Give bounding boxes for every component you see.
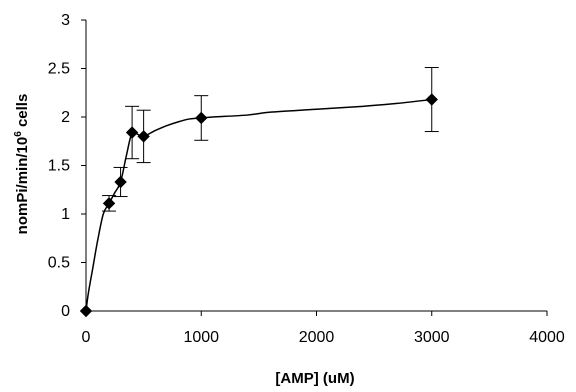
fit-curve-line bbox=[85, 98, 432, 312]
axes bbox=[85, 20, 547, 312]
y-axis-title-prefix: nomPi/min/10 bbox=[14, 137, 31, 235]
y-tick-label: 3 bbox=[61, 12, 70, 29]
fit-curve-group bbox=[85, 98, 432, 312]
data-point bbox=[195, 111, 208, 125]
y-tick-label: 2 bbox=[61, 109, 70, 126]
x-tick-label: 2000 bbox=[299, 329, 335, 346]
y-tick-label: 0.5 bbox=[48, 255, 70, 272]
data-markers bbox=[79, 93, 438, 318]
y-tick-label: 1.5 bbox=[48, 158, 70, 175]
x-tick-label: 0 bbox=[82, 329, 91, 346]
error-bars bbox=[102, 67, 439, 212]
y-tick-label: 2.5 bbox=[48, 61, 70, 78]
data-point bbox=[125, 126, 139, 139]
data-point bbox=[102, 197, 116, 210]
x-tick-label: 1000 bbox=[183, 329, 219, 346]
x-axis-title: [AMP] (uM) bbox=[275, 370, 354, 387]
x-tick-label: 4000 bbox=[529, 329, 565, 346]
x-ticks: 0 1000 2000 3000 4000 bbox=[82, 311, 565, 346]
data-point bbox=[79, 304, 93, 318]
y-axis-title: nomPi/min/106 cells bbox=[13, 94, 31, 235]
y-axis-title-superscript: 6 bbox=[13, 131, 24, 137]
y-tick-label: 1 bbox=[61, 206, 70, 223]
x-tick-label: 3000 bbox=[414, 329, 450, 346]
data-point bbox=[114, 175, 127, 189]
data-point bbox=[425, 93, 438, 106]
y-ticks: 0 0.5 1 1.5 2 2.5 3 bbox=[48, 12, 86, 320]
data-point bbox=[137, 130, 150, 143]
y-axis-title-suffix: cells bbox=[14, 94, 31, 132]
y-tick-label: 0 bbox=[61, 303, 70, 320]
